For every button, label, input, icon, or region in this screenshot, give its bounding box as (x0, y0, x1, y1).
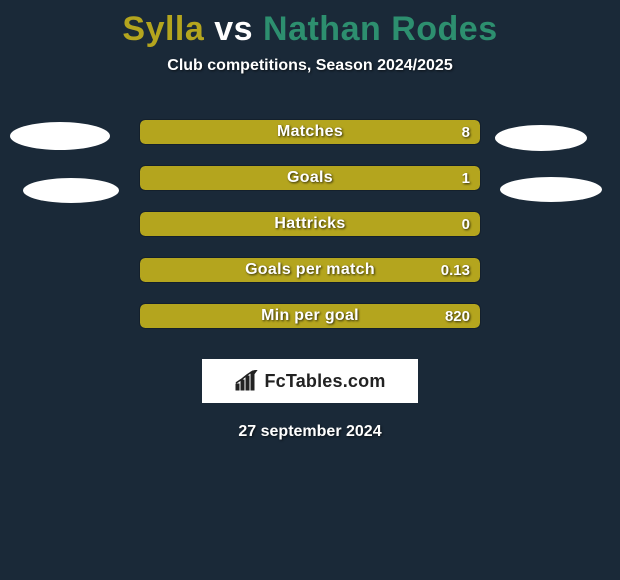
stat-label: Matches (140, 120, 480, 144)
stat-value: 8 (462, 120, 470, 144)
stat-value: 1 (462, 166, 470, 190)
logo-box: FcTables.com (202, 359, 418, 403)
stat-row: Hattricks0 (0, 211, 620, 237)
player2-name: Nathan Rodes (263, 10, 498, 48)
stat-label: Goals (140, 166, 480, 190)
stat-bar: Hattricks0 (139, 211, 481, 237)
subtitle: Club competitions, Season 2024/2025 (0, 57, 620, 75)
date-text: 27 september 2024 (0, 423, 620, 441)
stat-bar: Goals1 (139, 165, 481, 191)
stat-bar: Matches8 (139, 119, 481, 145)
stat-row: Goals per match0.13 (0, 257, 620, 283)
stat-value: 0 (462, 212, 470, 236)
stat-bar: Goals per match0.13 (139, 257, 481, 283)
page-title: Sylla vs Nathan Rodes (0, 0, 620, 49)
stat-bar: Min per goal820 (139, 303, 481, 329)
stats-container: Matches8Goals1Hattricks0Goals per match0… (0, 119, 620, 329)
stat-label: Hattricks (140, 212, 480, 236)
stat-row: Goals1 (0, 165, 620, 191)
stat-value: 820 (445, 304, 470, 328)
player1-name: Sylla (122, 10, 204, 48)
logo-text: FcTables.com (264, 371, 385, 392)
vs-text: vs (214, 10, 253, 48)
stat-row: Matches8 (0, 119, 620, 145)
logo-chart-icon (234, 370, 260, 392)
stat-label: Goals per match (140, 258, 480, 282)
stat-label: Min per goal (140, 304, 480, 328)
stat-row: Min per goal820 (0, 303, 620, 329)
stat-value: 0.13 (441, 258, 470, 282)
